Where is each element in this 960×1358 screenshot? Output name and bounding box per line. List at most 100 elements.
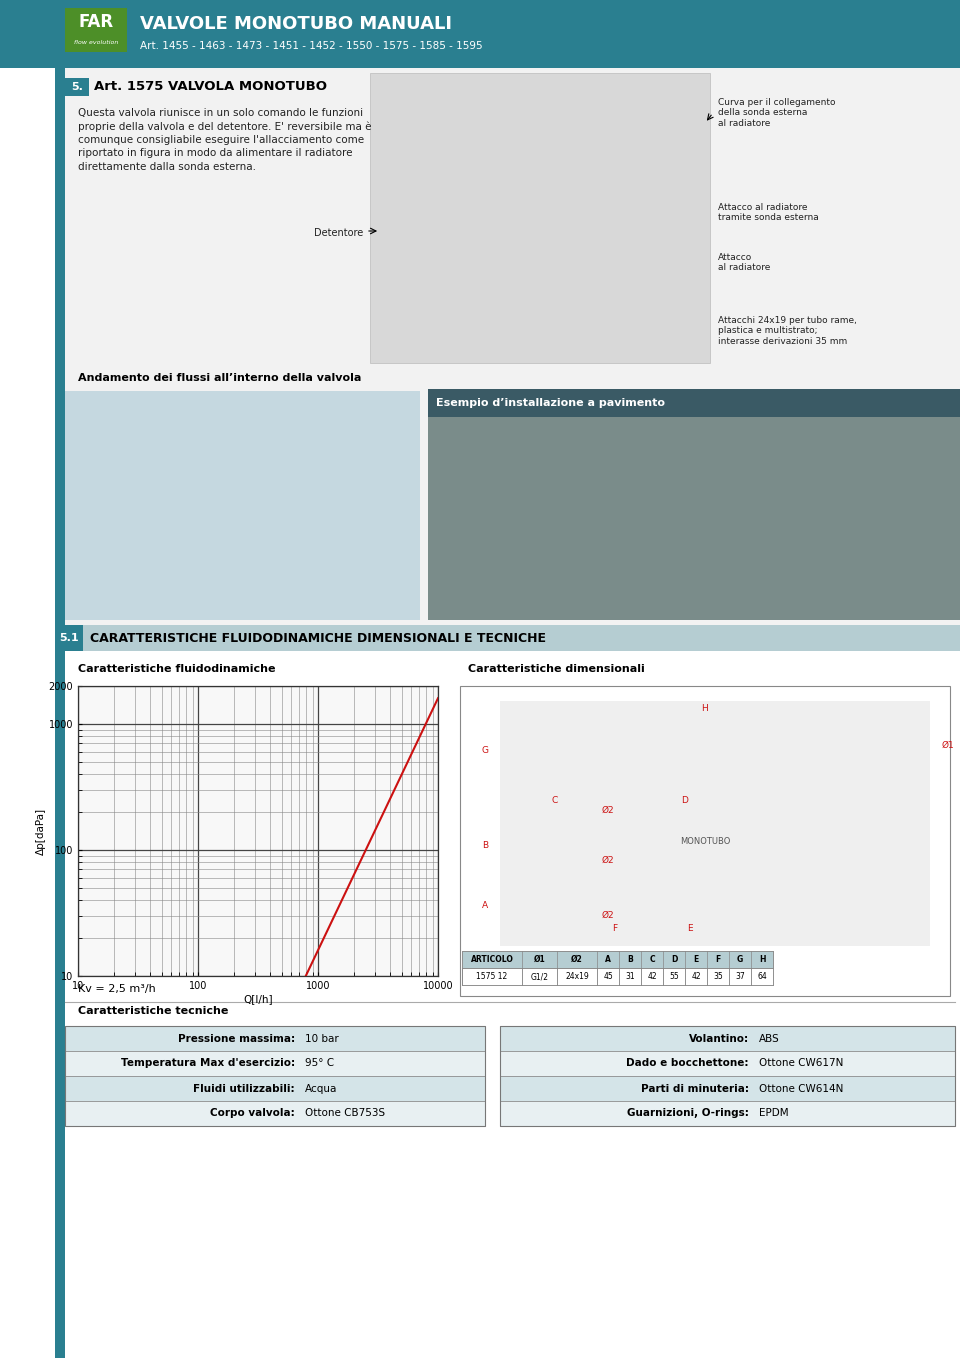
Text: Ø1: Ø1: [534, 955, 545, 964]
Text: Questa valvola riunisce in un solo comando le funzioni: Questa valvola riunisce in un solo coman…: [78, 109, 363, 118]
Text: C: C: [552, 796, 558, 805]
Y-axis label: Δp[daPa]: Δp[daPa]: [36, 808, 46, 854]
Text: Pressione massima:: Pressione massima:: [178, 1033, 295, 1043]
Text: D: D: [682, 796, 688, 805]
Text: VALVOLE MONOTUBO MANUALI: VALVOLE MONOTUBO MANUALI: [140, 15, 452, 33]
Text: 31: 31: [625, 972, 635, 980]
Text: H: H: [702, 703, 708, 713]
Bar: [370, 73, 710, 363]
Text: Andamento dei flussi all’interno della valvola: Andamento dei flussi all’interno della v…: [78, 373, 361, 383]
Text: F: F: [715, 955, 721, 964]
Bar: [500, 1076, 955, 1101]
Text: Attacco al radiatore
tramite sonda esterna: Attacco al radiatore tramite sonda ester…: [718, 202, 819, 223]
Bar: [65, 391, 420, 621]
Text: 35: 35: [713, 972, 723, 980]
Text: Ø2: Ø2: [602, 807, 614, 815]
Text: Esempio d’installazione a pavimento: Esempio d’installazione a pavimento: [436, 398, 665, 407]
Text: B: B: [627, 955, 633, 964]
Text: Volantino:: Volantino:: [689, 1033, 749, 1043]
Bar: [428, 388, 960, 621]
Text: C: C: [649, 955, 655, 964]
Text: 55: 55: [669, 972, 679, 980]
Text: 5.1: 5.1: [60, 633, 79, 642]
Bar: [500, 701, 930, 947]
Text: Kv = 2,5 m³/h: Kv = 2,5 m³/h: [78, 985, 156, 994]
Text: Ø1: Ø1: [942, 741, 954, 750]
Text: E: E: [693, 955, 699, 964]
Text: H: H: [758, 955, 765, 964]
Text: Ottone CB753S: Ottone CB753S: [305, 1108, 385, 1119]
Text: 1575 12: 1575 12: [476, 972, 508, 980]
Bar: [500, 1101, 955, 1126]
Bar: [65, 8, 127, 52]
Text: 10 bar: 10 bar: [305, 1033, 339, 1043]
Text: comunque consigliabile eseguire l'allacciamento come: comunque consigliabile eseguire l'allacc…: [78, 134, 364, 145]
Text: 5.: 5.: [71, 81, 83, 92]
Text: Detentore: Detentore: [314, 228, 363, 238]
Text: FAR: FAR: [79, 14, 113, 31]
Bar: [460, 686, 950, 995]
Text: Attacco
al radiatore: Attacco al radiatore: [718, 253, 770, 273]
Text: 45: 45: [603, 972, 612, 980]
Text: D: D: [671, 955, 677, 964]
Text: Ø2: Ø2: [602, 911, 614, 919]
Text: proprie della valvola e del detentore. E' reversibile ma è: proprie della valvola e del detentore. E…: [78, 121, 372, 132]
Text: Attacchi 24x19 per tubo rame,
plastica e multistrato;
interasse derivazioni 35 m: Attacchi 24x19 per tubo rame, plastica e…: [718, 316, 857, 346]
Text: 42: 42: [691, 972, 701, 980]
Text: direttamente dalla sonda esterna.: direttamente dalla sonda esterna.: [78, 162, 256, 172]
Text: G: G: [737, 955, 743, 964]
Text: Ø2: Ø2: [602, 856, 614, 865]
X-axis label: Q[l/h]: Q[l/h]: [243, 994, 273, 1004]
Bar: [65, 1051, 485, 1076]
Text: F: F: [612, 923, 617, 933]
Bar: [55, 625, 83, 650]
Text: 64: 64: [757, 972, 767, 980]
Text: 42: 42: [647, 972, 657, 980]
Text: MONOTUBO: MONOTUBO: [680, 837, 731, 846]
Text: Curva per il collegamento
della sonda esterna
al radiatore: Curva per il collegamento della sonda es…: [718, 98, 835, 128]
Bar: [65, 1101, 485, 1126]
Text: Art. 1575 VALVOLA MONOTUBO: Art. 1575 VALVOLA MONOTUBO: [94, 80, 327, 94]
Text: Corpo valvola:: Corpo valvola:: [210, 1108, 295, 1119]
Text: Fluidi utilizzabili:: Fluidi utilizzabili:: [193, 1084, 295, 1093]
Bar: [462, 951, 773, 968]
Bar: [65, 68, 960, 625]
Bar: [65, 1027, 485, 1126]
Bar: [65, 1027, 485, 1051]
Text: Dado e bocchettone:: Dado e bocchettone:: [627, 1058, 749, 1069]
Text: Acqua: Acqua: [305, 1084, 337, 1093]
Text: Guarnizioni, O-rings:: Guarnizioni, O-rings:: [627, 1108, 749, 1119]
Text: EPDM: EPDM: [759, 1108, 788, 1119]
Text: ABS: ABS: [759, 1033, 780, 1043]
Text: Ottone CW614N: Ottone CW614N: [759, 1084, 844, 1093]
Text: riportato in figura in modo da alimentare il radiatore: riportato in figura in modo da alimentar…: [78, 148, 352, 159]
Text: ARTICOLO: ARTICOLO: [470, 955, 514, 964]
Bar: [500, 1027, 955, 1051]
Bar: [65, 77, 89, 96]
Text: Caratteristiche tecniche: Caratteristiche tecniche: [78, 1006, 228, 1016]
Text: Temperatura Max d'esercizio:: Temperatura Max d'esercizio:: [121, 1058, 295, 1069]
Text: 24x19: 24x19: [565, 972, 588, 980]
Bar: [0, 0, 960, 68]
Bar: [65, 1076, 485, 1101]
Text: Art. 1455 - 1463 - 1473 - 1451 - 1452 - 1550 - 1575 - 1585 - 1595: Art. 1455 - 1463 - 1473 - 1451 - 1452 - …: [140, 41, 483, 52]
Text: CARATTERISTICHE FLUIDODINAMICHE DIMENSIONALI E TECNICHE: CARATTERISTICHE FLUIDODINAMICHE DIMENSIO…: [90, 631, 546, 645]
Text: E: E: [687, 923, 693, 933]
Text: Caratteristiche dimensionali: Caratteristiche dimensionali: [468, 664, 645, 674]
Text: A: A: [605, 955, 611, 964]
Text: G: G: [482, 746, 489, 755]
Text: Ø2: Ø2: [571, 955, 583, 964]
Text: Ottone CW617N: Ottone CW617N: [759, 1058, 844, 1069]
Text: 95° C: 95° C: [305, 1058, 334, 1069]
Text: flow evolution: flow evolution: [74, 39, 118, 45]
Text: A: A: [482, 900, 488, 910]
Bar: [55, 68, 65, 1358]
Bar: [428, 388, 960, 417]
Text: Caratteristiche fluidodinamiche: Caratteristiche fluidodinamiche: [78, 664, 276, 674]
Text: Parti di minuteria:: Parti di minuteria:: [641, 1084, 749, 1093]
Text: 37: 37: [735, 972, 745, 980]
Text: G1/2: G1/2: [531, 972, 548, 980]
Bar: [55, 625, 960, 650]
Text: B: B: [482, 841, 488, 850]
Bar: [500, 1027, 955, 1126]
